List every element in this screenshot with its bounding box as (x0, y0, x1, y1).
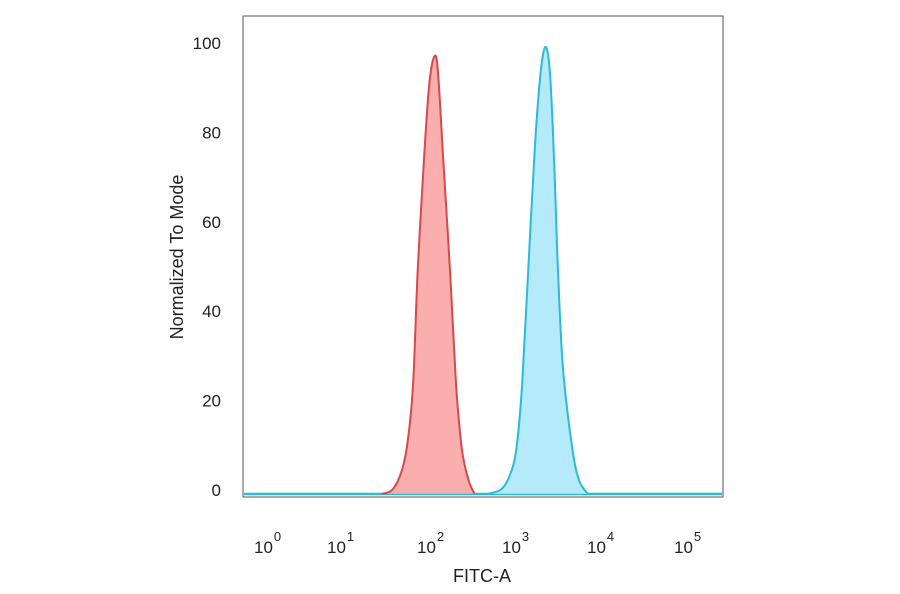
x-axis-label: FITC-A (453, 566, 511, 586)
x-tick-exponent: 2 (437, 529, 444, 544)
series-fill-stained (487, 46, 588, 495)
x-tick-base: 10 (417, 538, 436, 557)
x-tick-exponent: 0 (274, 529, 281, 544)
x-tick-exponent: 4 (607, 529, 614, 544)
x-tick-exponent: 1 (347, 529, 354, 544)
x-tick-label: 102 (417, 529, 444, 557)
x-tick-base: 10 (587, 538, 606, 557)
x-tick-exponent: 3 (522, 529, 529, 544)
y-tick-label: 60 (202, 213, 221, 232)
x-tick-base: 10 (674, 538, 693, 557)
x-tick-base: 10 (254, 538, 273, 557)
x-tick-label: 100 (254, 529, 281, 557)
plot-frame (242, 15, 724, 498)
series-line-control (381, 54, 476, 495)
x-tick-exponent: 5 (694, 529, 701, 544)
x-tick-label: 103 (502, 529, 529, 557)
y-tick-label: 20 (202, 392, 221, 411)
y-tick-label: 40 (202, 302, 221, 321)
x-tick-base: 10 (327, 538, 346, 557)
x-tick-base: 10 (502, 538, 521, 557)
y-tick-label: 0 (212, 481, 221, 500)
y-tick-label: 80 (202, 123, 221, 142)
x-tick-label: 105 (674, 529, 701, 557)
series-fill-control (381, 55, 475, 494)
y-tick-label: 100 (193, 34, 221, 53)
series-line-stained (487, 45, 589, 495)
x-tick-label: 101 (327, 529, 354, 557)
x-tick-label: 104 (587, 529, 614, 557)
y-axis-label: Normalized To Mode (167, 175, 187, 340)
